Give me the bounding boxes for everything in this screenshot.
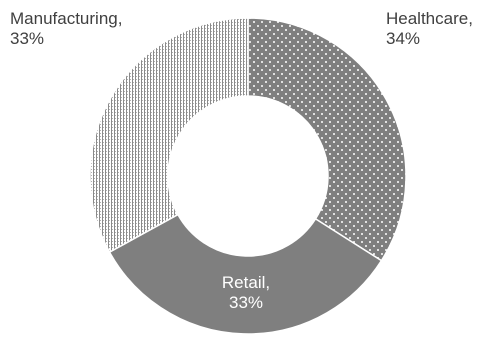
- slice-retail: [108, 213, 383, 335]
- slice-manufacturing: [89, 17, 249, 254]
- slice-healthcare: [247, 17, 407, 262]
- label-healthcare: Healthcare, 34%: [386, 9, 473, 48]
- label-manufacturing: Manufacturing, 33%: [10, 9, 122, 48]
- label-retail: Retail, 33%: [222, 273, 270, 312]
